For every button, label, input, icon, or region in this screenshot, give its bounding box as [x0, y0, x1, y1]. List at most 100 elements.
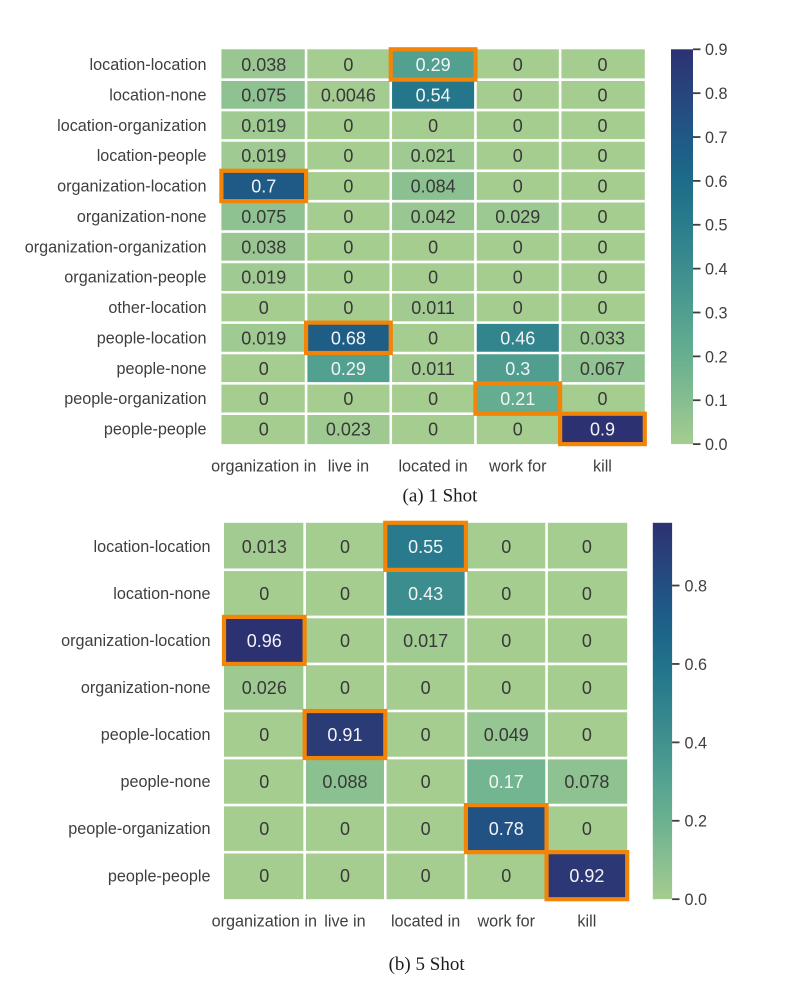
- svg-text:0: 0: [343, 116, 353, 136]
- svg-text:0: 0: [597, 298, 607, 318]
- svg-text:0.3: 0.3: [705, 304, 728, 322]
- svg-text:people-organization: people-organization: [64, 390, 206, 408]
- svg-text:0.68: 0.68: [331, 328, 366, 348]
- svg-text:0.011: 0.011: [411, 298, 455, 318]
- svg-text:0: 0: [582, 537, 592, 557]
- svg-text:0: 0: [340, 678, 350, 698]
- svg-text:0: 0: [343, 177, 353, 197]
- svg-text:0.023: 0.023: [326, 419, 371, 439]
- svg-text:0.9: 0.9: [590, 419, 615, 439]
- svg-text:people-people: people-people: [108, 867, 211, 885]
- svg-text:0: 0: [259, 819, 269, 839]
- svg-text:0.46: 0.46: [500, 328, 535, 348]
- svg-text:0: 0: [513, 85, 523, 105]
- svg-text:located in: located in: [398, 458, 467, 476]
- svg-text:location-none: location-none: [109, 86, 206, 104]
- svg-text:0: 0: [501, 537, 511, 557]
- svg-text:0: 0: [597, 268, 607, 288]
- svg-text:0: 0: [428, 116, 438, 136]
- svg-text:0.075: 0.075: [241, 207, 286, 227]
- svg-text:(a) 1 Shot: (a) 1 Shot: [403, 485, 479, 506]
- svg-text:people-none: people-none: [120, 773, 210, 791]
- svg-text:0: 0: [501, 631, 511, 651]
- svg-text:0.3: 0.3: [505, 359, 530, 379]
- svg-text:work for: work for: [488, 458, 547, 476]
- svg-text:0.17: 0.17: [489, 772, 524, 792]
- svg-text:0.92: 0.92: [569, 866, 604, 886]
- svg-text:0.8: 0.8: [685, 577, 708, 595]
- svg-text:0.54: 0.54: [416, 85, 451, 105]
- svg-text:0: 0: [259, 389, 269, 409]
- svg-text:0: 0: [421, 725, 431, 745]
- svg-text:organization-location: organization-location: [61, 632, 210, 650]
- svg-text:0: 0: [428, 328, 438, 348]
- svg-text:0.6: 0.6: [705, 173, 728, 191]
- svg-text:0: 0: [343, 389, 353, 409]
- svg-text:0: 0: [428, 268, 438, 288]
- svg-text:0: 0: [259, 419, 269, 439]
- svg-text:0.019: 0.019: [241, 268, 286, 288]
- svg-text:(b) 5 Shot: (b) 5 Shot: [389, 954, 466, 975]
- svg-text:organization-organization: organization-organization: [25, 238, 207, 256]
- svg-text:0: 0: [513, 298, 523, 318]
- svg-text:0: 0: [343, 298, 353, 318]
- svg-text:0: 0: [340, 819, 350, 839]
- svg-text:0.021: 0.021: [411, 146, 456, 166]
- svg-text:0.2: 0.2: [685, 813, 708, 831]
- svg-text:0.9: 0.9: [705, 41, 728, 59]
- svg-text:0.067: 0.067: [580, 359, 625, 379]
- svg-text:0: 0: [428, 237, 438, 257]
- svg-text:0: 0: [597, 55, 607, 75]
- svg-text:live in: live in: [328, 458, 369, 476]
- svg-text:kill: kill: [577, 912, 596, 930]
- svg-text:location-none: location-none: [113, 585, 210, 603]
- svg-text:organization-none: organization-none: [77, 208, 207, 226]
- svg-text:0.78: 0.78: [489, 819, 524, 839]
- svg-text:0.038: 0.038: [241, 55, 286, 75]
- svg-text:0.29: 0.29: [416, 55, 451, 75]
- svg-text:0.91: 0.91: [327, 725, 362, 745]
- svg-text:0.011: 0.011: [411, 359, 455, 379]
- svg-text:0: 0: [428, 419, 438, 439]
- svg-text:0: 0: [597, 116, 607, 136]
- svg-text:0: 0: [582, 631, 592, 651]
- svg-text:0.55: 0.55: [408, 537, 443, 557]
- svg-text:0: 0: [343, 146, 353, 166]
- svg-text:location-people: location-people: [97, 147, 207, 165]
- svg-text:organization-people: organization-people: [64, 269, 206, 287]
- svg-text:0: 0: [513, 116, 523, 136]
- svg-text:0: 0: [343, 55, 353, 75]
- svg-text:0: 0: [501, 678, 511, 698]
- svg-text:location-location: location-location: [90, 56, 207, 74]
- svg-text:location-organization: location-organization: [57, 117, 206, 135]
- svg-text:people-people: people-people: [104, 421, 207, 439]
- svg-text:0: 0: [513, 55, 523, 75]
- svg-text:0.013: 0.013: [242, 537, 287, 557]
- svg-text:0.5: 0.5: [705, 217, 728, 235]
- svg-text:0.7: 0.7: [251, 177, 276, 197]
- svg-text:0: 0: [421, 866, 431, 886]
- svg-text:0.4: 0.4: [705, 261, 728, 279]
- svg-text:people-none: people-none: [116, 360, 206, 378]
- svg-text:0: 0: [582, 584, 592, 604]
- svg-text:organization-none: organization-none: [81, 679, 211, 697]
- svg-text:0.8: 0.8: [705, 85, 728, 103]
- svg-text:0: 0: [582, 678, 592, 698]
- svg-text:kill: kill: [593, 458, 612, 476]
- svg-text:0.078: 0.078: [564, 772, 609, 792]
- svg-text:0: 0: [513, 146, 523, 166]
- svg-text:0.0: 0.0: [705, 436, 728, 454]
- svg-text:0.042: 0.042: [411, 207, 456, 227]
- svg-text:0: 0: [597, 85, 607, 105]
- svg-text:0: 0: [421, 772, 431, 792]
- svg-text:0.6: 0.6: [685, 656, 708, 674]
- svg-text:0.049: 0.049: [484, 725, 529, 745]
- svg-text:0.96: 0.96: [247, 631, 282, 651]
- svg-text:0.0046: 0.0046: [321, 85, 376, 105]
- svg-text:0: 0: [582, 819, 592, 839]
- svg-text:organization-location: organization-location: [57, 178, 206, 196]
- svg-text:0.026: 0.026: [242, 678, 287, 698]
- svg-text:0: 0: [343, 207, 353, 227]
- svg-text:0.1: 0.1: [705, 392, 728, 410]
- svg-text:0.0: 0.0: [685, 891, 708, 909]
